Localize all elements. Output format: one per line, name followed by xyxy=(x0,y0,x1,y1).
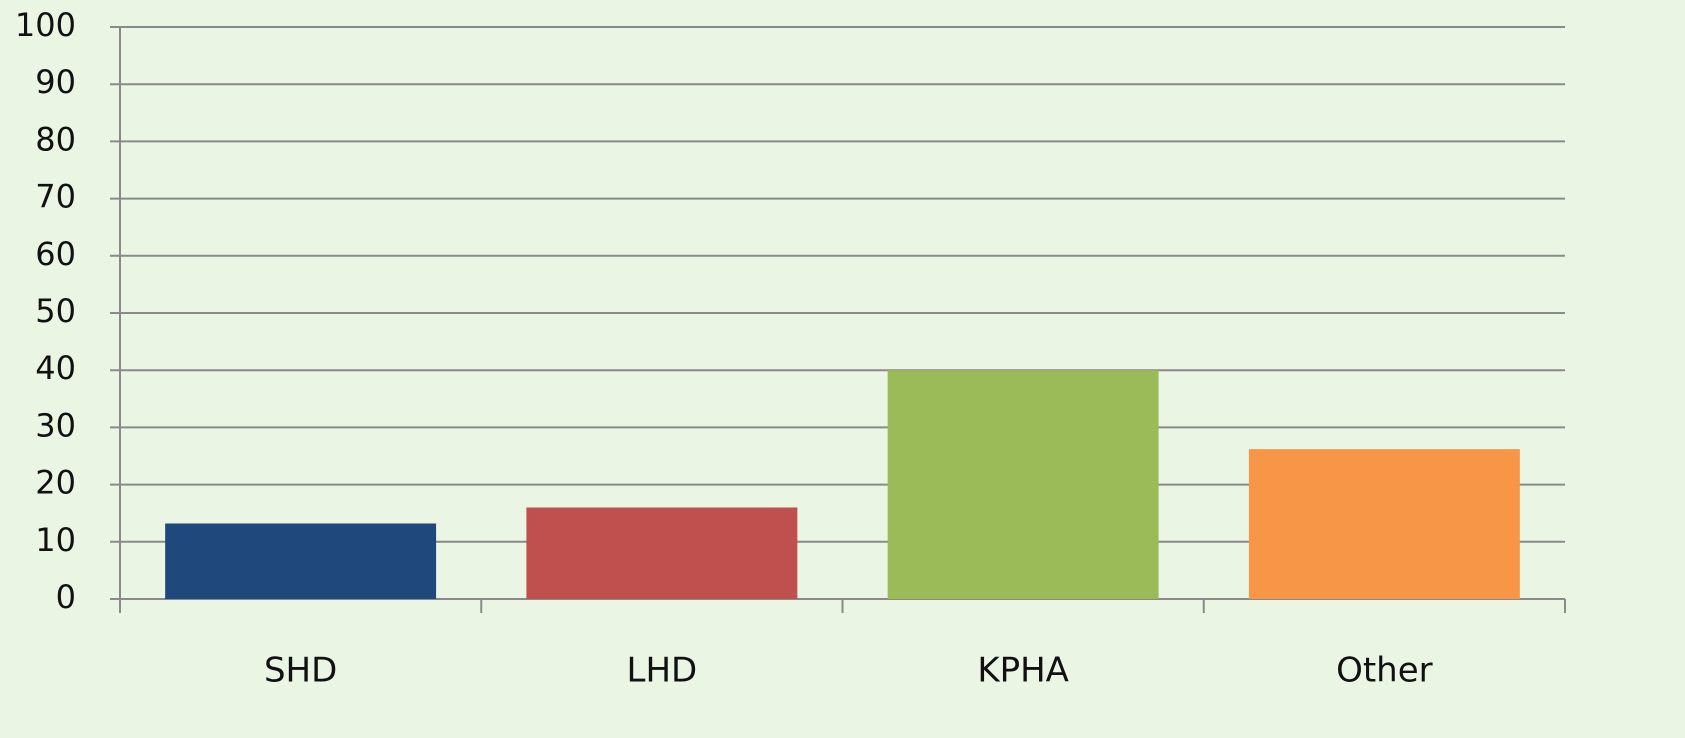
bar xyxy=(1248,449,1520,599)
y-tick-label: 100 xyxy=(15,6,76,44)
y-tick-label: 30 xyxy=(35,406,76,444)
y-tick-label: 40 xyxy=(35,349,76,387)
y-tick-label: 90 xyxy=(35,63,76,101)
y-tick-label: 70 xyxy=(35,178,76,216)
y-tick-label: 60 xyxy=(35,235,76,273)
x-tick-label: LHD xyxy=(627,651,698,691)
x-tick-label: Other xyxy=(1336,651,1433,691)
y-tick-label: 0 xyxy=(56,578,76,616)
bar xyxy=(526,507,798,599)
y-tick-label: 80 xyxy=(35,120,76,158)
y-tick-label: 50 xyxy=(35,292,76,330)
x-tick-label: KPHA xyxy=(977,651,1069,691)
bar xyxy=(165,523,437,599)
x-tick-label: SHD xyxy=(264,651,337,691)
y-tick-label: 20 xyxy=(35,464,76,502)
y-tick-label: 10 xyxy=(35,521,76,559)
bar xyxy=(887,370,1159,599)
